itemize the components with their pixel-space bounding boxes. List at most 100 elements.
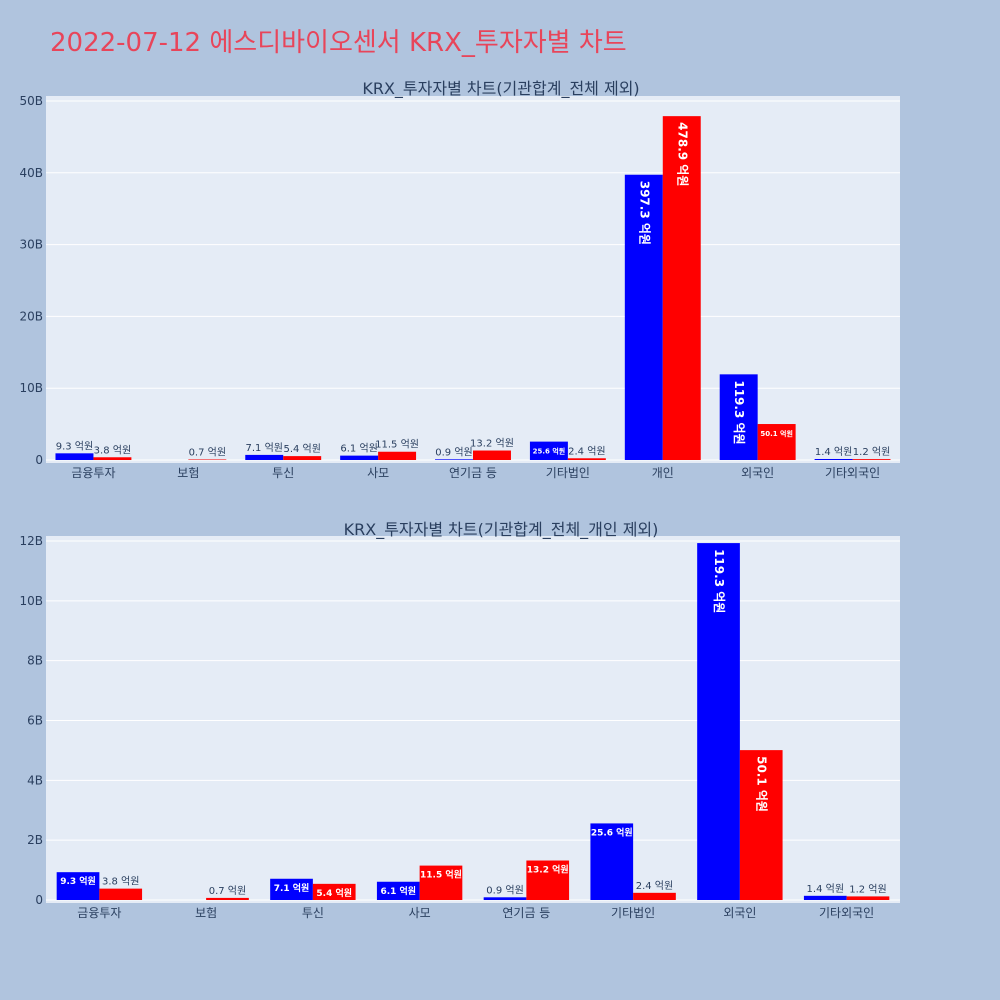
x-tick-label: 기타법인 [546,466,590,480]
y-tick-label: 0 [35,893,43,907]
bar [624,174,663,461]
x-tick-label: 연기금 등 [449,466,497,480]
data-label: 1.2 억원 [849,883,886,895]
bar [419,865,463,900]
data-label: 0.9 억원 [435,446,472,458]
bar [245,454,284,460]
bar [283,456,322,460]
bar [526,860,570,900]
data-label: 397.3 억원 [637,181,651,245]
x-tick-label: 연기금 등 [502,906,550,920]
bar [483,897,527,900]
bar [188,459,227,460]
data-label: 25.6 억원 [533,447,566,456]
x-tick-label: 사모 [367,466,389,480]
bar [719,374,758,460]
data-label: 7.1 억원 [246,442,283,454]
bar [529,441,568,460]
data-label: 50.1 억원 [755,756,769,812]
bar [739,750,783,900]
data-label: 478.9 억원 [675,122,689,186]
y-tick-label: 30B [19,238,43,252]
x-tick-label: 외국인 [723,906,756,920]
data-label: 3.8 억원 [94,444,131,456]
y-tick-label: 2B [27,833,43,847]
x-tick-label: 금융투자 [77,906,121,920]
x-tick-label: 기타법인 [611,906,655,920]
bar [93,457,132,460]
bar [567,458,606,460]
y-tick-label: 12B [19,534,43,548]
bar [99,888,143,900]
data-label: 6.1 억원 [340,443,377,455]
data-label: 25.6 억원 [591,826,633,838]
data-label: 3.8 억원 [102,876,139,888]
y-tick-label: 8B [27,654,43,668]
data-label: 119.3 억원 [712,549,726,613]
bar [590,823,634,900]
data-label: 5.4 억원 [316,887,352,899]
y-tick-label: 0 [35,453,43,467]
bar [473,450,511,460]
chart-title: KRX_투자자별 차트(기관합계_전체 제외) [362,79,639,99]
bar [435,459,473,460]
x-tick-label: 개인 [652,466,674,480]
data-label: 0.9 억원 [486,884,523,896]
y-tick-label: 10B [19,594,43,608]
data-label: 2.4 억원 [568,445,605,457]
data-label: 6.1 억원 [380,885,416,897]
bar [633,892,676,900]
y-tick-label: 50B [19,94,43,108]
bar [697,543,740,900]
data-label: 1.2 억원 [853,446,890,458]
y-tick-label: 20B [19,309,43,323]
bar [312,883,356,900]
bar [757,424,796,460]
data-label: 0.7 억원 [189,446,226,458]
chart-2: KRX_투자자별 차트(기관합계_전체_개인 제외) 0 2B 4B 6B 8B 10B 12… [19,520,900,920]
x-tick-label: 보험 [195,906,217,920]
x-tick-label: 사모 [409,906,431,920]
data-label: 0.7 억원 [209,885,246,897]
bar [803,895,847,900]
x-tick-label: 기타외국인 [819,906,874,920]
bar [662,116,701,460]
x-tick-label: 보험 [177,466,199,480]
data-label: 1.4 억원 [815,446,852,458]
bar [55,453,94,460]
bar [378,451,417,460]
data-label: 7.1 억원 [274,882,310,894]
y-tick-label: 4B [27,773,43,787]
bar [852,459,891,460]
y-tick-label: 6B [27,714,43,728]
data-label: 11.5 억원 [375,439,419,451]
data-label: 1.4 억원 [807,883,844,895]
bar [56,872,100,900]
data-label: 9.3 억원 [60,875,96,887]
bar [270,878,313,900]
data-label: 13.2 억원 [527,864,569,876]
x-tick-label: 투신 [302,906,324,920]
bar [846,896,890,900]
bar [206,897,249,900]
chart-1: KRX_투자자별 차트(기관합계_전체 제외) 0 10B 20B 30B 40B 50B 금… [19,79,900,480]
y-tick-label: 10B [19,381,43,395]
bar [814,458,853,460]
y-tick-label: 40B [19,166,43,180]
bar [376,881,420,900]
data-label: 2.4 억원 [636,880,673,892]
bar [340,455,379,460]
x-tick-label: 기타외국인 [825,466,880,480]
x-tick-label: 외국인 [741,466,774,480]
data-label: 9.3 억원 [56,440,93,452]
data-label: 50.1 억원 [760,429,793,438]
chart-title: KRX_투자자별 차트(기관합계_전체_개인 제외) [344,520,659,540]
x-tick-label: 금융투자 [71,466,115,480]
data-label: 5.4 억원 [283,443,320,455]
data-label: 11.5 억원 [420,869,462,881]
data-label: 13.2 억원 [470,438,514,450]
plot-area [46,96,900,463]
data-label: 119.3 억원 [732,380,746,444]
main-title: 2022-07-12 에스디바이오센서 KRX_투자자별 차트 [50,28,627,58]
